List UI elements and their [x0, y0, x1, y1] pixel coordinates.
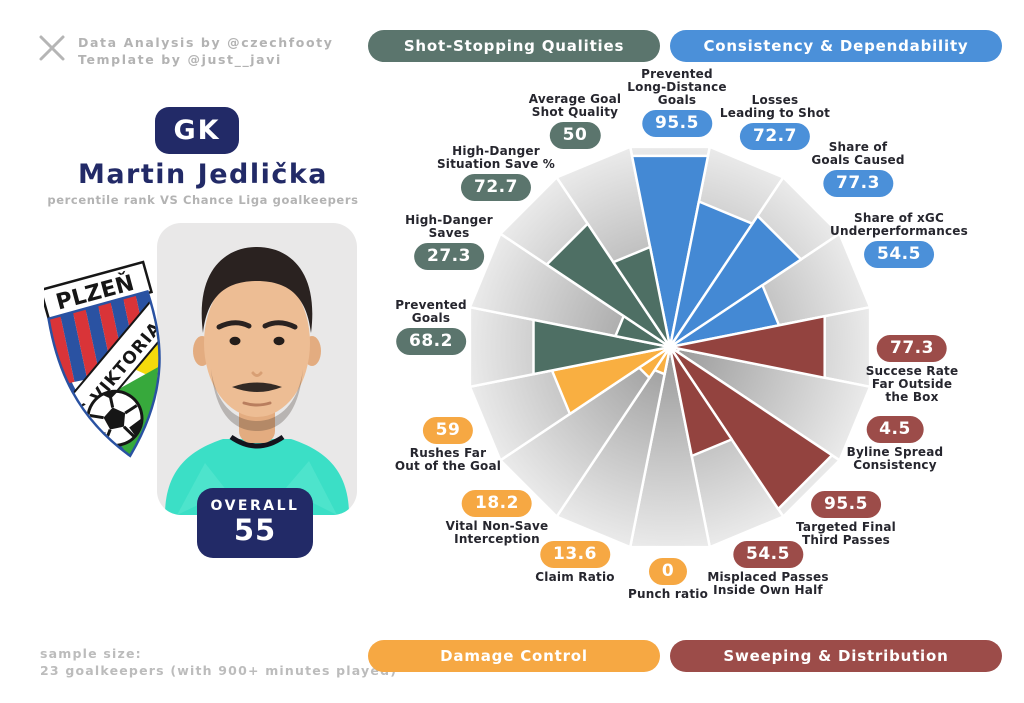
metric-label: Punch ratio: [627, 587, 709, 601]
metric-label: Claim Ratio: [535, 570, 615, 584]
metric-label: Share of Goals Caused: [811, 140, 905, 167]
club-crest-graphic: PLZEŇ FC VIKTORIA: [39, 260, 181, 458]
sample-size-line-1: sample size:: [40, 646, 142, 661]
player-subtitle: percentile rank VS Chance Liga goalkeepe…: [47, 193, 359, 207]
metric-value-badge: 50: [549, 122, 601, 149]
chart-metric: Prevented Goals 68.2: [395, 299, 467, 358]
credits: Data Analysis by @czechfooty Template by…: [38, 34, 334, 68]
metric-label: Prevented Goals: [395, 298, 467, 325]
chart-metric: 13.6 Claim Ratio: [535, 538, 615, 584]
chart-metric: Losses Leading to Shot 72.7: [720, 94, 830, 153]
banner-sweeping-distribution: Sweeping & Distribution: [670, 640, 1002, 672]
metric-label: Average Goal Shot Quality: [528, 92, 622, 119]
metric-value-badge: 4.5: [866, 416, 924, 443]
metric-value-badge: 13.6: [540, 541, 610, 568]
club-crest: PLZEŇ FC VIKTORIA: [39, 258, 181, 474]
pizza-slice-value: [668, 345, 734, 458]
metric-label: Losses Leading to Shot: [719, 93, 831, 120]
metric-value-badge: 77.3: [823, 170, 893, 197]
overall-badge: OVERALL 55: [197, 488, 313, 558]
player-photo-card: [157, 223, 357, 515]
position-badge-label: GK: [173, 115, 221, 146]
chart-metric: 54.5 Misplaced Passes Inside Own Half: [707, 538, 828, 597]
sample-size-line-2: 23 goalkeepers (with 900+ minutes played…: [40, 663, 398, 678]
x-logo-icon: [39, 35, 65, 61]
metric-value-badge: 54.5: [864, 241, 934, 268]
chart-metric: Prevented Long-Distance Goals 95.5: [627, 67, 727, 140]
chart-metric: Share of xGC Underperformances 54.5: [830, 212, 968, 271]
metric-label: Succese Rate Far Outside the Box: [865, 364, 959, 404]
banner-consistency-dependability: Consistency & Dependability: [670, 30, 1002, 62]
player-name: Martin Jedlička: [77, 159, 329, 190]
pizza-value-slices: [532, 154, 834, 511]
metric-label: Targeted Final Third Passes: [796, 520, 896, 547]
chart-metric: 95.5 Targeted Final Third Passes: [796, 488, 896, 547]
sample-size-note: sample size: 23 goalkeepers (with 900+ m…: [40, 645, 397, 679]
metric-value-badge: 95.5: [642, 110, 712, 137]
metric-label: Vital Non-Save Interception: [445, 519, 549, 546]
chart-metric: High-Danger Situation Save % 72.7: [437, 145, 555, 204]
pizza-slice-value: [668, 314, 826, 380]
metric-label: Share of xGC Underperformances: [830, 211, 968, 238]
overall-value: 55: [233, 513, 277, 547]
chart-metric: 0 Punch ratio: [628, 555, 708, 601]
chart-metric: 4.5 Byline Spread Consistency: [847, 413, 944, 472]
overall-label: OVERALL: [210, 498, 300, 514]
credit-line-1: Data Analysis by @czechfooty: [78, 35, 334, 50]
pizza-slice-value: [532, 318, 672, 376]
metric-label: Misplaced Passes Inside Own Half: [707, 570, 829, 597]
metric-label: High-Danger Saves: [405, 213, 493, 240]
pizza-slice-value: [612, 245, 672, 349]
metric-value-badge: 72.7: [461, 174, 531, 201]
metric-value-badge: 18.2: [462, 490, 532, 517]
metric-label: Byline Spread Consistency: [846, 445, 944, 472]
chart-metric: 18.2 Vital Non-Save Interception: [446, 487, 549, 546]
credit-line-2: Template by @just__javi: [78, 52, 282, 67]
banner-damage-control: Damage Control: [368, 640, 660, 672]
chart-metric: Average Goal Shot Quality 50: [529, 93, 621, 152]
chart-metric: High-Danger Saves 27.3: [405, 214, 493, 273]
banner-shot-stopping-qualities: Shot-Stopping Qualities: [368, 30, 660, 62]
metric-label: Rushes Far Out of the Goal: [394, 446, 502, 473]
chart-metric: Share of Goals Caused 77.3: [811, 141, 904, 200]
position-badge: GK: [155, 107, 239, 154]
metric-value-badge: 59: [422, 417, 474, 444]
metric-value-badge: 27.3: [414, 243, 484, 270]
chart-metric: 77.3 Succese Rate Far Outside the Box: [866, 332, 959, 404]
metric-label: High-Danger Situation Save %: [436, 144, 556, 171]
metric-value-badge: 72.7: [740, 123, 810, 150]
player-photo-illustration: [165, 247, 349, 515]
metric-value-badge: 0: [648, 558, 688, 585]
metric-label: Prevented Long-Distance Goals: [627, 67, 727, 107]
metric-value-badge: 68.2: [396, 328, 466, 355]
metric-value-badge: 95.5: [811, 491, 881, 518]
metric-value-badge: 54.5: [733, 541, 803, 568]
chart-metric: 59 Rushes Far Out of the Goal: [395, 414, 501, 473]
metric-value-badge: 77.3: [877, 335, 947, 362]
